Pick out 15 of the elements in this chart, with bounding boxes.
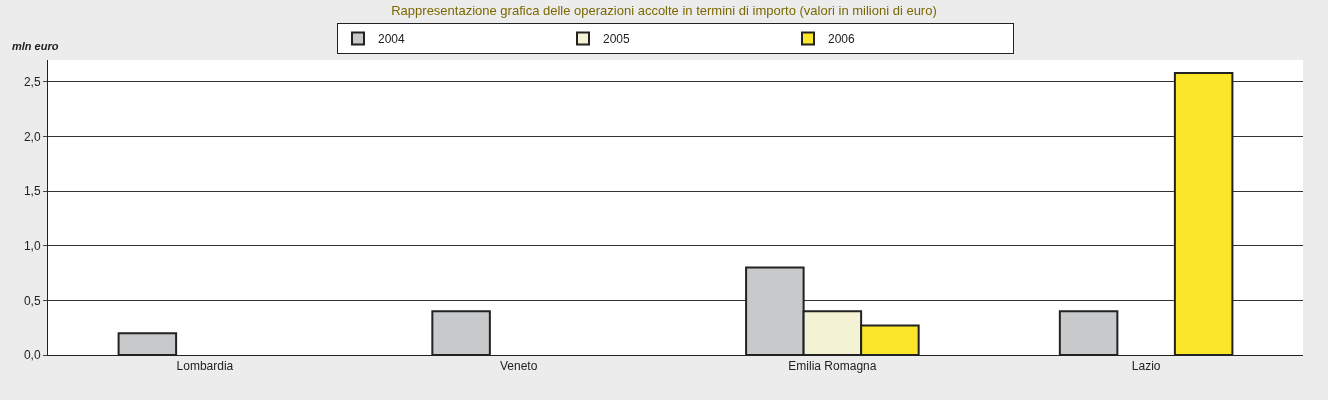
chart-title: Rappresentazione grafica delle operazioni accolte in termini di importo (valori in milioni di euro) [391, 3, 937, 19]
x-tick-label: Lazio [1131, 359, 1161, 374]
legend-label: 2004 [378, 32, 406, 47]
y-tick-label: 1,5 [23, 184, 41, 199]
legend-label: 2005 [603, 32, 631, 47]
y-tick-label: 0,5 [23, 293, 41, 308]
legend-label: 2006 [828, 32, 856, 47]
x-tick-label: Emilia Romagna [788, 359, 877, 374]
x-tick-label: Lombardia [176, 359, 234, 374]
y-tick-label: 2,0 [23, 129, 41, 144]
y-axis-title: mln euro [12, 40, 59, 52]
x-tick-label: Veneto [499, 359, 538, 374]
y-tick-label: 1,0 [23, 238, 41, 253]
y-tick-label: 0,0 [23, 348, 41, 363]
y-tick-label: 2,5 [23, 75, 41, 90]
